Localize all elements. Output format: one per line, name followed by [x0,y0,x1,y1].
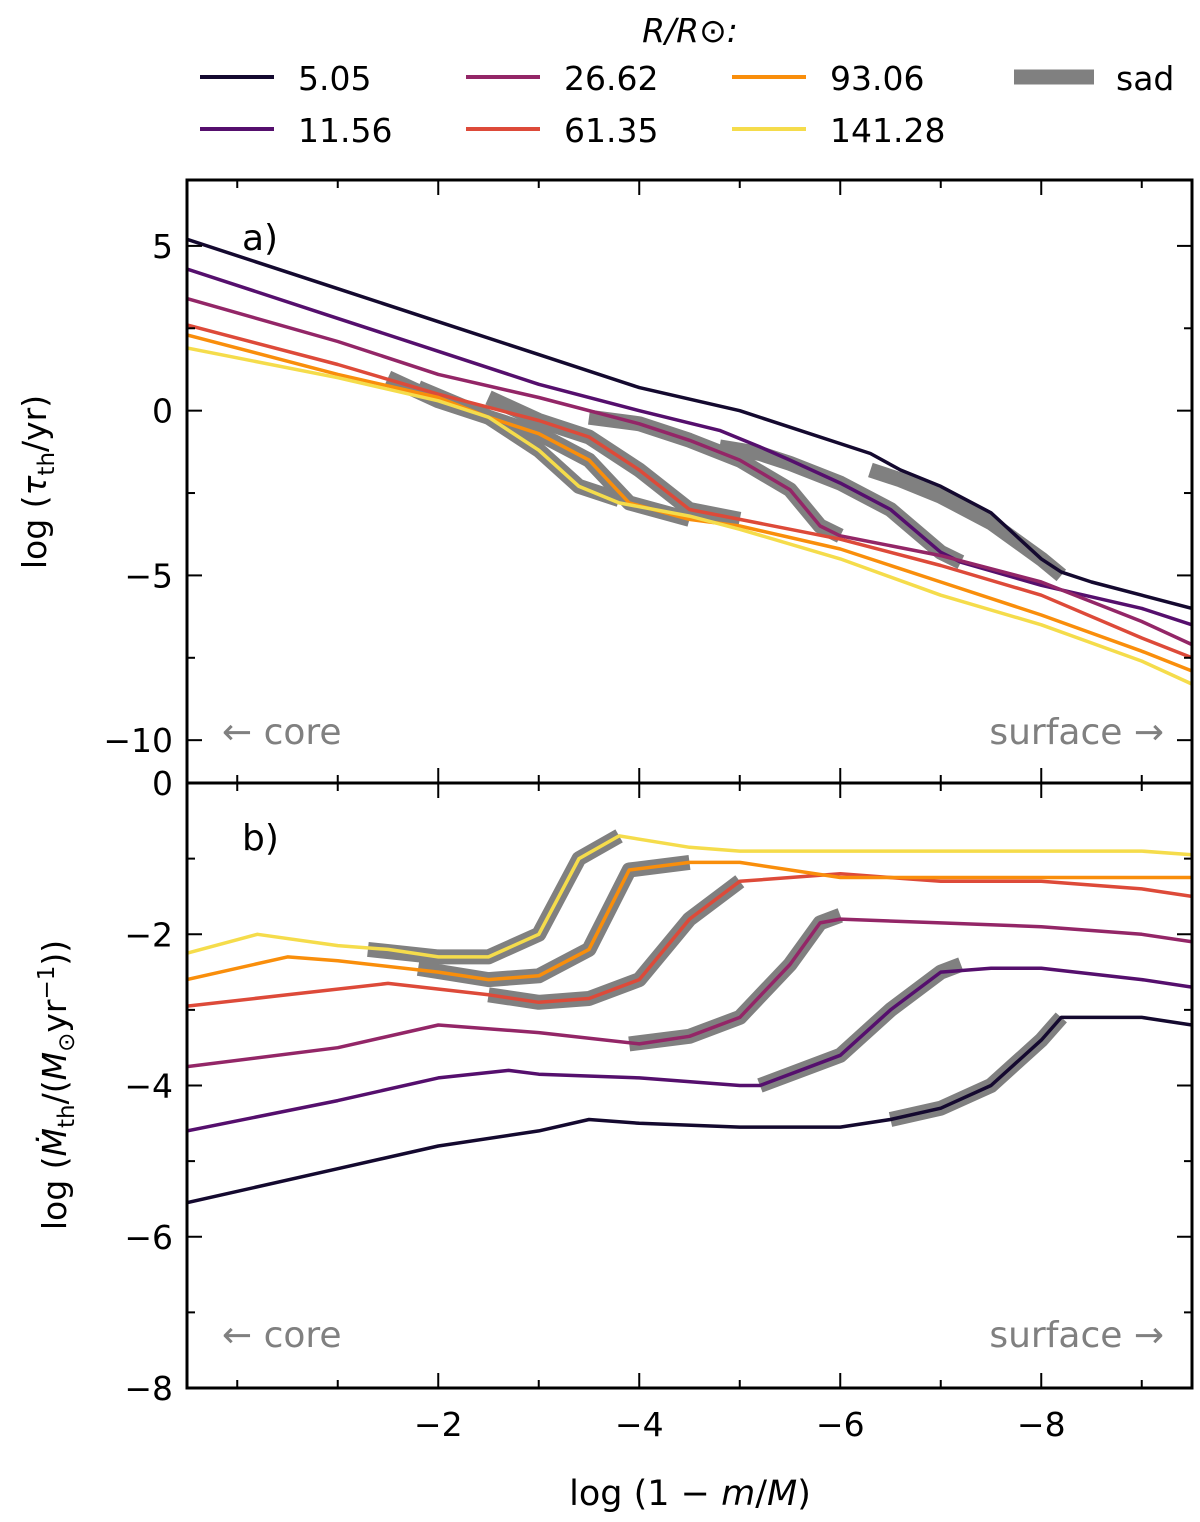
panel-a-core-annotation: ← core [222,712,342,753]
panel-a-label: a) [242,218,278,259]
panel-b-core-annotation: ← core [222,1315,342,1356]
xtick-label: −8 [1017,1405,1066,1444]
panel-a-ytick-label: 0 [152,392,173,431]
xtick-label: −4 [615,1405,664,1444]
panel-a-ticks: 5 0 −5 −10 [103,180,1192,783]
legend-label-11-56: 11.56 [298,111,392,150]
panel-b-sad-141-28 [367,829,623,965]
panel-b-ytick-label: −4 [124,1067,173,1106]
panel-a-ytick-label: 5 [152,227,173,266]
panel-a-ytick-label: −5 [124,556,173,595]
panel-b-sad-26-62 [628,908,843,1052]
panel-b-ytick-label: −2 [124,915,173,954]
panel-b-ytick-label: −8 [124,1369,173,1408]
panel-a-line-11-56 [187,267,1192,627]
panel-a-frame [185,178,1194,785]
legend-label-61-35: 61.35 [564,111,658,150]
legend-label-141-28: 141.28 [830,111,945,150]
panel-a-line-141-28 [187,346,1192,686]
panel-b-sad-11-56 [757,957,964,1093]
panel-b-line-26-62 [187,917,1192,1069]
legend-label-93-06: 93.06 [830,59,924,98]
legend-label-26-62: 26.62 [564,59,658,98]
panel-a-plot-area [187,237,1192,686]
panel-a-surface-annotation: surface → [989,712,1164,753]
legend-label-sad: sad [1116,59,1174,98]
panel-b-ytick-label: −6 [124,1218,173,1257]
panel-a-line-61-35 [187,323,1192,660]
panel-b-ylabel: log (Ṁth/(M⊙yr−1)) [34,940,80,1230]
panel-b-line-11-56 [187,966,1192,1133]
panel-b-sad-5-05 [888,1012,1067,1127]
panel-b-frame [185,781,1194,1390]
panel-b-line-61-35 [187,872,1192,1008]
x-axis-label: log (1 − m/M) [569,1474,811,1514]
legend-title: R/R⊙: [642,11,738,50]
xtick-label: −2 [414,1405,463,1444]
panel-b-plot-area [187,829,1192,1205]
legend-label-5-05: 5.05 [298,59,371,98]
panel-a-line-5-05 [187,237,1192,611]
panel-b-line-5-05 [187,1015,1192,1205]
panel-a: 5 0 −5 −10 a) ← core surface → log (τth/yr) [15,178,1194,785]
panel-b: 0 −2 −4 −6 −8 b) ← core surface → log (Ṁth/(… [34,764,1194,1408]
legend: R/R⊙: 5.05 11.56 26.62 61.35 93.06 141.2… [200,11,1174,150]
panel-a-ytick-label: −10 [103,721,173,760]
panel-b-ytick-label: 0 [152,764,173,803]
panel-a-ylabel: log (τth/yr) [15,395,60,569]
panel-b-line-93-06 [187,860,1192,982]
panel-a-line-26-62 [187,296,1192,647]
panel-b-surface-annotation: surface → [989,1315,1164,1356]
xtick-label: −6 [816,1405,865,1444]
panel-b-line-141-28 [187,834,1192,959]
panel-b-label: b) [242,818,279,859]
